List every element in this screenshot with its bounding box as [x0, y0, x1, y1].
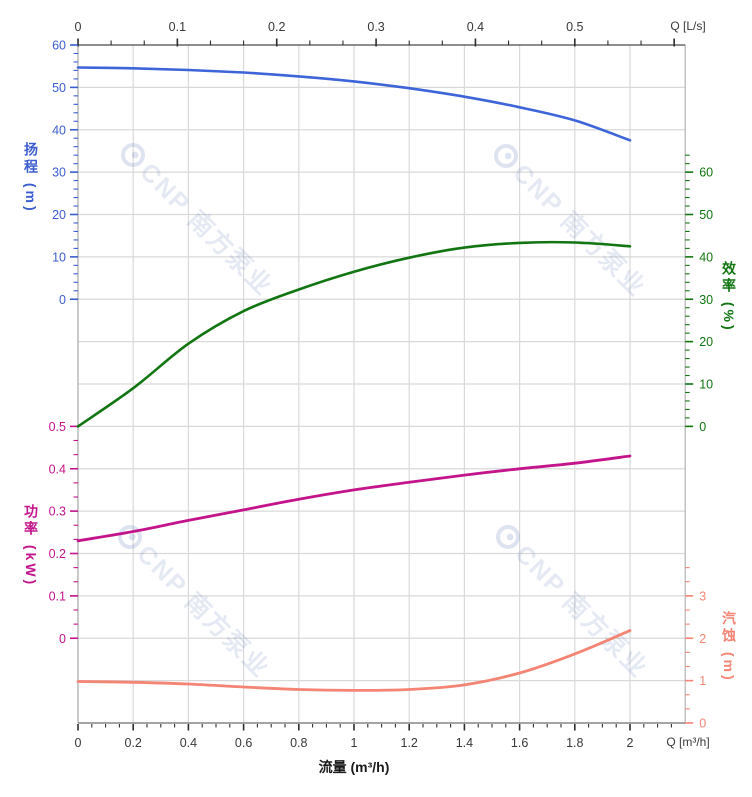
npsh-axis: 3 2 1 0 [685, 567, 706, 731]
watermarks: CNP 南方泵业 CNP 南方泵业 CNP 南方泵业 CNP 南方泵业 [118, 143, 654, 684]
watermark: CNP 南方泵业 [118, 525, 276, 684]
bottom-axis-unit-label: Q [m³/h] [666, 735, 710, 749]
cnp-badge-icon [121, 143, 145, 167]
power-tick-label: 0.5 [49, 420, 66, 434]
power-tick-label: 0.3 [49, 505, 66, 519]
gridlines [77, 44, 686, 724]
head-tick-label: 30 [52, 166, 66, 180]
watermark-text: CNP 南方泵业 [131, 539, 275, 683]
top-tick-label: 0.3 [367, 20, 384, 34]
bottom-tick-label: 0.6 [235, 736, 252, 750]
npsh-tick-label: 2 [699, 632, 706, 646]
watermark: CNP 南方泵业 [496, 525, 654, 684]
head-tick-label: 20 [52, 208, 66, 222]
cnp-badge-icon [118, 525, 142, 549]
head-axis: 60 50 40 30 20 10 0 [52, 39, 78, 307]
efficiency-tick-label: 30 [699, 293, 713, 307]
npsh-tick-label: 3 [699, 589, 706, 603]
bottom-tick-label: 0.8 [290, 736, 307, 750]
watermark: CNP 南方泵业 [494, 144, 652, 303]
npsh-axis-title: 汽蚀 (m) [721, 611, 737, 683]
top-tick-label: 0 [75, 20, 82, 34]
top-axis-unit-label: Q [L/s] [670, 19, 706, 33]
top-axis: 0 0.1 0.2 0.3 0.4 0.5 [75, 20, 675, 47]
efficiency-tick-label: 60 [699, 166, 713, 180]
curves [76, 66, 632, 692]
npsh-curve [76, 629, 632, 692]
efficiency-axis-title: 效率 (%) [721, 261, 737, 333]
head-tick-label: 40 [52, 123, 66, 137]
efficiency-curve [76, 240, 632, 428]
head-tick-label: 50 [52, 81, 66, 95]
bottom-tick-label: 0 [75, 736, 82, 750]
power-tick-label: 0.1 [49, 589, 66, 603]
efficiency-tick-label: 10 [699, 378, 713, 392]
efficiency-tick-label: 40 [699, 250, 713, 264]
head-tick-label: 60 [52, 39, 66, 53]
efficiency-tick-label: 50 [699, 208, 713, 222]
efficiency-axis: 60 50 40 30 20 10 0 [685, 154, 713, 434]
watermark-text: CNP 南方泵业 [134, 157, 278, 301]
npsh-tick-label: 0 [699, 717, 706, 731]
cnp-badge-icon [494, 144, 518, 168]
power-curve [76, 454, 632, 543]
npsh-tick-label: 1 [699, 674, 706, 688]
bottom-axis: 0 0.2 0.4 0.6 0.8 1 1.2 1.4 1.6 1.8 2 [75, 724, 672, 750]
power-axis: 0.5 0.4 0.3 0.2 0.1 0 [49, 420, 78, 646]
top-tick-label: 0.4 [467, 20, 484, 34]
efficiency-tick-label: 0 [699, 420, 706, 434]
top-tick-label: 0.2 [268, 20, 285, 34]
head-curve [76, 66, 632, 142]
head-axis-title: 扬程 (m) [23, 142, 39, 214]
cnp-badge-icon [496, 525, 520, 549]
watermark-text: CNP 南方泵业 [509, 539, 653, 683]
efficiency-tick-label: 20 [699, 335, 713, 349]
bottom-tick-label: 1.4 [456, 736, 473, 750]
head-tick-label: 10 [52, 250, 66, 264]
power-axis-title: 功率 (kW) [23, 504, 39, 588]
bottom-tick-label: 0.4 [180, 736, 197, 750]
bottom-tick-label: 1 [351, 736, 358, 750]
flow-axis-title: 流量 (m³/h) [318, 759, 390, 775]
bottom-tick-label: 1.2 [401, 736, 418, 750]
watermark: CNP 南方泵业 [121, 143, 279, 302]
power-tick-label: 0.4 [49, 462, 66, 476]
head-tick-label: 0 [59, 293, 66, 307]
bottom-tick-label: 1.8 [566, 736, 583, 750]
power-tick-label: 0 [59, 632, 66, 646]
bottom-tick-label: 0.2 [125, 736, 142, 750]
bottom-tick-label: 2 [627, 736, 634, 750]
bottom-tick-label: 1.6 [511, 736, 528, 750]
top-tick-label: 0.1 [169, 20, 186, 34]
top-tick-label: 0.5 [566, 20, 583, 34]
power-tick-label: 0.2 [49, 547, 66, 561]
